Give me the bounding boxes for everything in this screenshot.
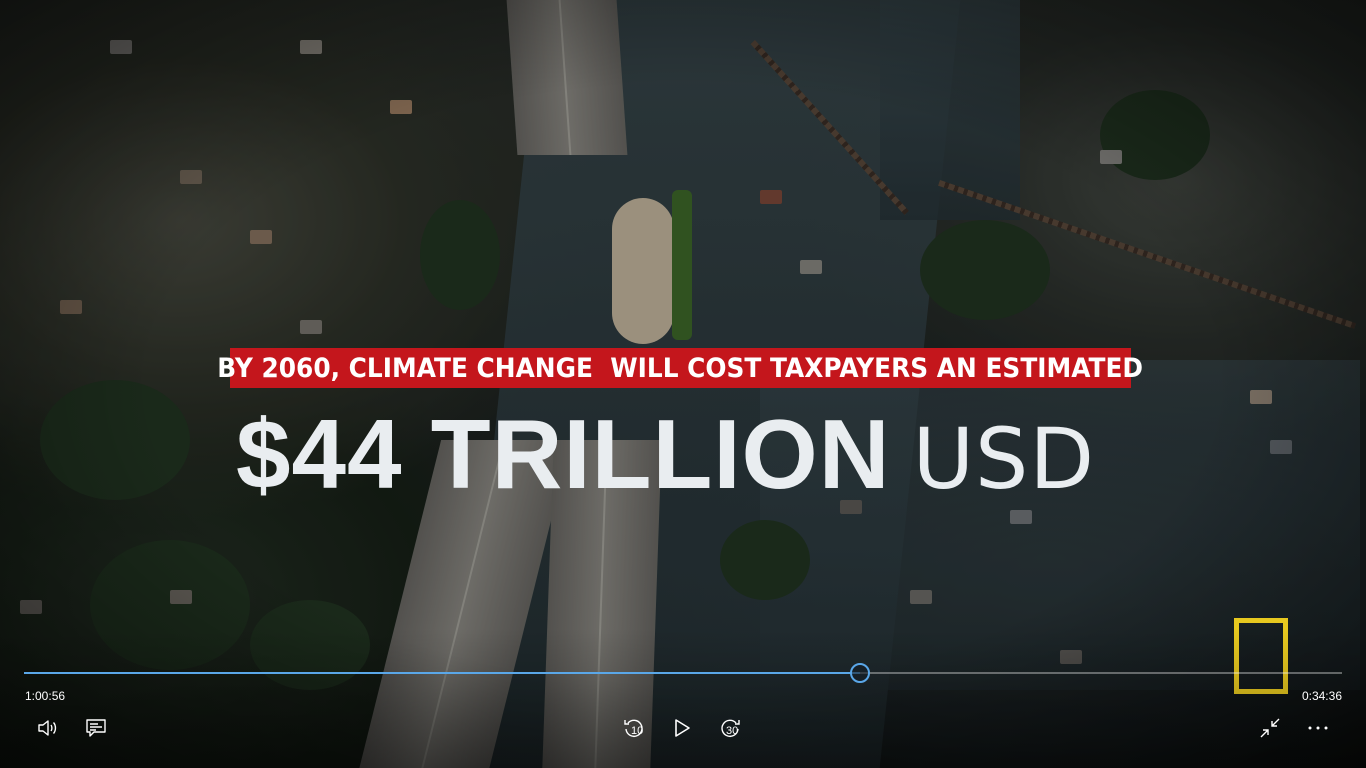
more-options-icon: [1307, 725, 1329, 731]
mini-view-button[interactable]: [1254, 712, 1286, 744]
shrink-icon: [1259, 717, 1281, 739]
play-icon: [673, 718, 691, 738]
seek-bar[interactable]: [24, 663, 1342, 683]
skip-forward-button[interactable]: 30: [714, 712, 746, 744]
skip-forward-30-icon: 30: [718, 716, 742, 740]
captions-button[interactable]: [80, 712, 112, 744]
volume-button[interactable]: [32, 712, 64, 744]
nat-geo-logo: [1234, 618, 1288, 694]
skip-forward-label: 30: [726, 725, 739, 737]
seek-bar-progress: [24, 672, 860, 674]
seek-bar-thumb[interactable]: [849, 663, 870, 683]
controls-shade: [0, 628, 1366, 768]
captions-icon: [85, 718, 107, 738]
play-button[interactable]: [666, 712, 698, 744]
volume-icon: [37, 718, 59, 738]
headline-text: BY 2060, CLIMATE CHANGE WILL COST TAXPAY…: [217, 352, 1144, 384]
elapsed-time: 1:00:56: [25, 689, 66, 703]
headline-banner: BY 2060, CLIMATE CHANGE WILL COST TAXPAY…: [218, 348, 1143, 388]
skip-back-button[interactable]: 10: [618, 712, 650, 744]
more-options-button[interactable]: [1302, 712, 1334, 744]
skip-back-10-icon: 10: [622, 716, 646, 740]
cost-figure: $44 TRILLION USD: [236, 398, 1095, 509]
cost-amount: $44 TRILLION: [236, 399, 891, 509]
cost-unit: USD: [912, 410, 1096, 508]
remaining-time: 0:34:36: [1301, 689, 1342, 703]
skip-back-label: 10: [631, 725, 644, 737]
